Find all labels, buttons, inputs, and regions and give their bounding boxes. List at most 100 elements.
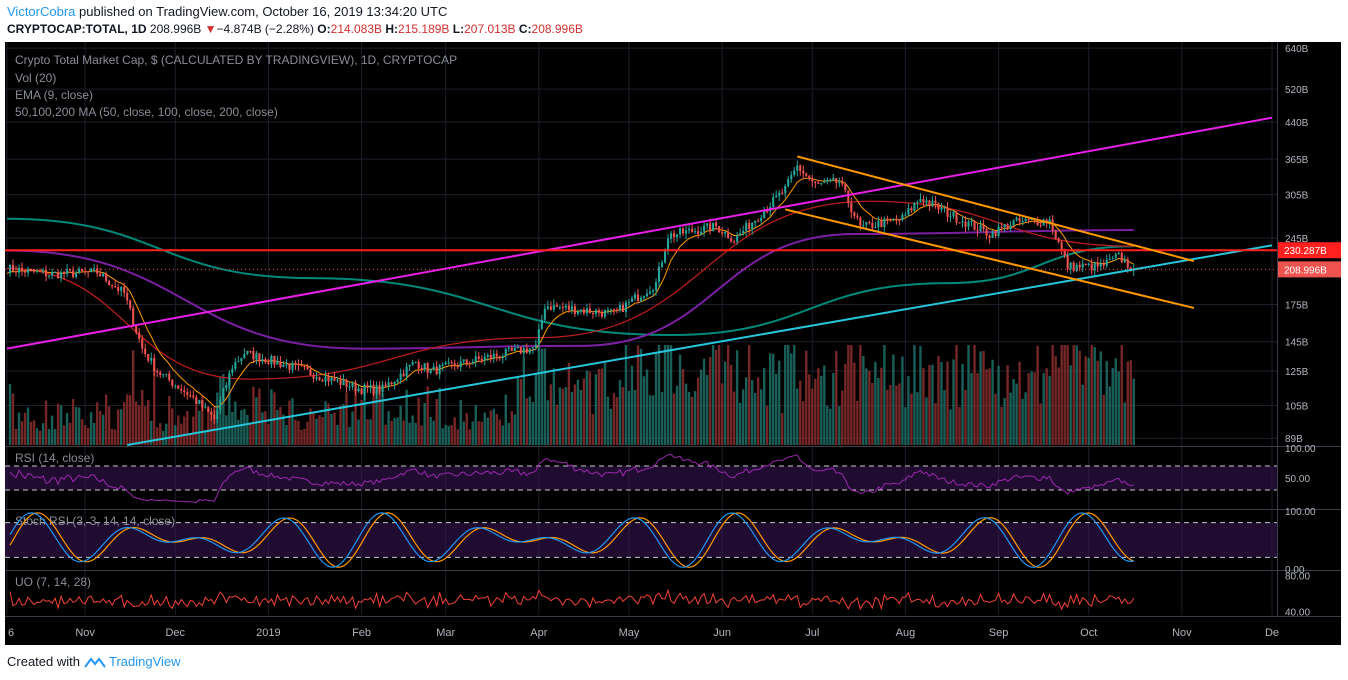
candle-body [219, 399, 222, 411]
volume-bar [198, 410, 201, 445]
time-tick-label: 2019 [256, 627, 280, 639]
volume-bar [576, 379, 580, 445]
candle-body [210, 411, 213, 415]
volume-bar [513, 414, 517, 445]
volume-bar [1129, 360, 1132, 445]
volume-bar [1117, 371, 1120, 445]
volume-bar [26, 407, 30, 445]
volume-bar [498, 419, 501, 445]
volume-bar [20, 421, 24, 445]
volume-bar [267, 424, 270, 445]
volume-bar [684, 383, 688, 445]
volume-bar [871, 383, 874, 445]
candle-body [258, 353, 261, 362]
candle-body [1051, 219, 1054, 231]
candle-body [985, 229, 988, 236]
volume-bar [71, 399, 75, 445]
volume-bar [615, 397, 619, 445]
candle-body [943, 207, 946, 209]
volume-bar [315, 418, 318, 445]
volume-bar [1006, 365, 1009, 445]
volume-bar [708, 357, 712, 445]
volume-bar [1096, 360, 1099, 445]
volume-bar [1000, 406, 1003, 445]
volume-bar [89, 412, 93, 445]
tradingview-brand[interactable]: TradingView [84, 654, 181, 669]
publish-info: VictorCobra published on TradingView.com… [7, 4, 447, 19]
volume-bar [549, 384, 553, 445]
volume-bar [922, 368, 925, 445]
volume-bar [711, 345, 715, 445]
candle-body [501, 356, 504, 358]
volume-bar [672, 393, 676, 445]
volume-bar [366, 419, 369, 445]
volume-bar [1021, 398, 1024, 445]
volume-bar [459, 400, 462, 445]
volume-bar [735, 350, 739, 445]
volume-bar [444, 424, 447, 445]
candle-body [477, 356, 480, 359]
volume-bar [663, 345, 667, 445]
volume-bar [462, 421, 465, 445]
candle-body [66, 269, 69, 274]
volume-bar [618, 380, 622, 445]
time-tick-label: Aug [896, 627, 916, 639]
volume-bar [83, 425, 87, 445]
volume-bar [940, 362, 943, 445]
candle-body [585, 308, 588, 314]
candle-body [859, 217, 862, 226]
stoch-k-line [9, 512, 1134, 568]
volume-bar [844, 363, 847, 445]
candle-body [384, 384, 387, 387]
candle-body [790, 174, 793, 180]
volume-bar [1018, 361, 1021, 445]
candle-body [639, 297, 643, 301]
volume-bar [336, 425, 339, 445]
open-value: 214.083B [330, 22, 383, 36]
volume-bar [486, 417, 489, 445]
candle-body [273, 356, 276, 365]
volume-bar [159, 423, 162, 445]
candle-body [868, 222, 871, 224]
ma100-line [6, 229, 1134, 350]
author-link[interactable]: VictorCobra [7, 4, 76, 19]
volume-bar [1009, 392, 1012, 445]
candle-body [414, 361, 417, 363]
candle-body [856, 216, 859, 218]
rsi-line [9, 453, 1134, 504]
candle-body [261, 359, 264, 362]
volume-bar [110, 428, 114, 445]
volume-bar [621, 387, 625, 445]
candle-body [742, 230, 745, 234]
price-tick-label: 105B [1285, 402, 1309, 413]
volume-bar [171, 408, 174, 445]
volume-bar [654, 353, 658, 445]
tradingview-chart[interactable]: 640B 520B 440B 365B 305B 245B 175B 145B 125B 105B… [5, 42, 1341, 645]
candle-body [156, 371, 159, 373]
volume-bar [228, 375, 231, 445]
volume-bar [693, 391, 697, 445]
candle-body [1069, 262, 1072, 270]
volume-bar [769, 353, 772, 445]
volume-bar [396, 417, 399, 445]
volume-bar [32, 420, 36, 445]
volume-bar [1048, 375, 1051, 445]
volume-bar [651, 395, 655, 445]
candle-body [561, 306, 564, 308]
candle-body [916, 202, 919, 204]
candle-body [57, 271, 60, 279]
candle-body [591, 313, 594, 315]
volume-bar [841, 390, 844, 445]
volume-bar [528, 396, 532, 445]
candle-body [456, 366, 459, 368]
volume-bar [180, 423, 183, 445]
candle-body [931, 200, 934, 206]
volume-bar [747, 345, 751, 445]
candle-body [994, 231, 997, 236]
candle-body [612, 309, 616, 311]
volume-bar [814, 378, 817, 445]
candle-body [958, 222, 961, 224]
volume-bar [477, 421, 480, 445]
price-tick-label: 640B [1285, 44, 1309, 55]
candle-body [60, 271, 63, 279]
